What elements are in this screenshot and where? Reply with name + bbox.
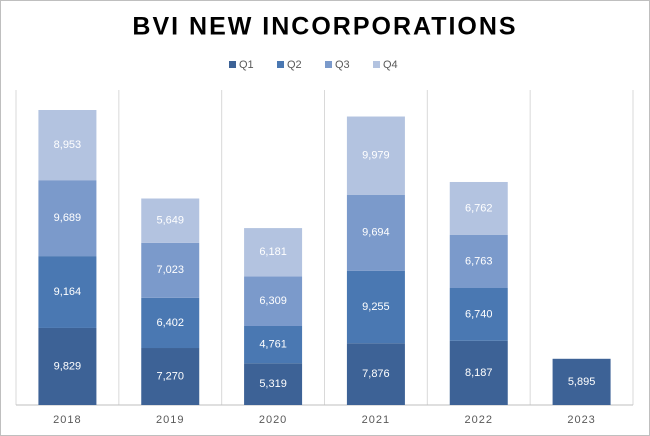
bar-segment [346,270,405,344]
bar-segment [244,228,303,277]
data-label: 6,763 [465,255,493,267]
bar-segment [449,340,508,405]
data-label: 9,164 [54,286,82,298]
x-tick-label: 2018 [53,414,81,426]
legend-label: Q1 [239,59,254,71]
data-label: 6,402 [156,317,184,329]
data-label: 6,740 [465,308,493,320]
data-label: 5,649 [156,215,184,227]
bar-segment [38,110,97,181]
data-label: 8,953 [54,139,82,151]
legend-label: Q4 [383,59,398,71]
legend-label: Q2 [287,59,302,71]
data-label: 5,319 [259,378,287,390]
bar-segment [449,181,508,235]
data-label: 5,895 [568,376,596,388]
bar-segment [346,194,405,271]
data-label: 6,762 [465,202,493,214]
data-label: 9,829 [54,360,82,372]
legend-swatch [325,61,332,68]
legend-label: Q3 [335,59,350,71]
bar-segment [141,348,200,405]
bar-segment [552,358,611,405]
data-label: 7,023 [156,264,184,276]
bar-segment [449,234,508,288]
bar-segment [244,363,303,405]
data-label: 7,876 [362,368,390,380]
data-label: 9,255 [362,301,390,313]
data-label: 9,689 [54,212,82,224]
x-tick-label: 2021 [362,414,390,426]
x-tick-label: 2022 [465,414,493,426]
data-label: 6,309 [259,295,287,307]
x-tick-label: 2020 [259,414,287,426]
bar-segment [141,297,200,349]
bar-segment [346,343,405,405]
bar-segment [141,198,200,243]
bar-segment [38,256,97,328]
data-label: 8,187 [465,367,493,379]
data-label: 9,979 [362,150,390,162]
x-tick-label: 2023 [567,414,595,426]
data-label: 7,270 [156,370,184,382]
bar-segment [38,180,97,257]
legend-swatch [373,61,380,68]
bar-segment [244,325,303,364]
x-tick-label: 2019 [156,414,184,426]
bar-segment [449,287,508,341]
bar-segment [244,276,303,326]
chart-title: BVI NEW INCORPORATIONS [132,13,517,41]
bar-segment [141,242,200,298]
bar-segment [38,327,97,405]
legend-swatch [277,61,284,68]
legend-swatch [229,61,236,68]
data-label: 9,694 [362,227,390,239]
bar-segment [346,116,405,195]
data-label: 6,181 [259,246,287,258]
data-label: 4,761 [259,339,287,351]
